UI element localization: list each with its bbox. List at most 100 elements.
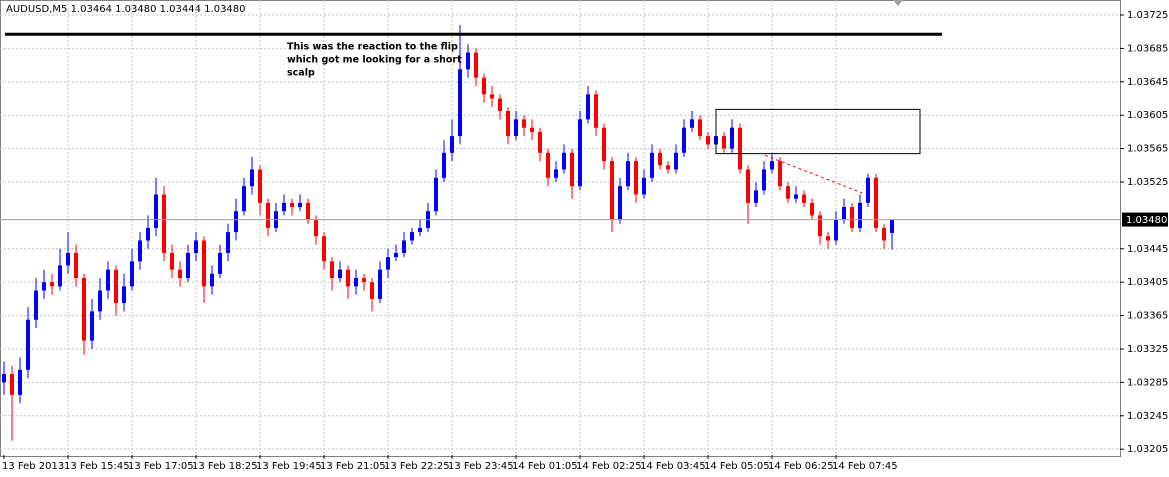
x-tick-label: 13 Feb 15:45: [64, 461, 130, 472]
candle-body: [874, 177, 878, 228]
candle-body: [610, 161, 614, 220]
candle-body: [170, 252, 174, 270]
candle-body: [818, 215, 822, 237]
candle-body: [698, 119, 702, 137]
candle-body: [858, 202, 862, 228]
candle-body: [282, 202, 286, 212]
candle-body: [810, 202, 814, 216]
candle-body: [298, 202, 302, 208]
candle-body: [746, 169, 750, 203]
candle-body: [130, 261, 134, 287]
candle-body: [314, 219, 318, 237]
candle-body: [410, 232, 414, 241]
candle-body: [890, 219, 894, 233]
y-tick-label: 1.03205: [1127, 444, 1168, 455]
candle-body: [138, 240, 142, 262]
candle-body: [34, 290, 38, 320]
candle-body: [354, 278, 358, 287]
candle-body: [242, 186, 246, 212]
candle-body: [58, 265, 62, 287]
x-tick-label: 14 Feb 02:25: [576, 461, 642, 472]
y-tick-label: 1.03285: [1127, 377, 1168, 388]
candle-body: [402, 240, 406, 253]
candle-body: [474, 52, 478, 78]
candle-body: [26, 319, 30, 370]
candle-body: [82, 278, 86, 341]
shift-marker: [893, 0, 903, 6]
plot-frame: [0, 0, 1121, 457]
candle-body: [562, 152, 566, 170]
candle-body: [90, 311, 94, 341]
x-tick-label: 14 Feb 05:05: [704, 461, 770, 472]
x-tick-label: 14 Feb 07:45: [832, 461, 898, 472]
candle-body: [162, 194, 166, 253]
candle-body: [458, 69, 462, 137]
candle-body: [722, 136, 726, 149]
annotation-text: scalp: [287, 68, 315, 79]
candle-body: [866, 177, 870, 203]
candle-body: [754, 190, 758, 203]
current-price-label: 1.03480: [1126, 215, 1167, 226]
candle-body: [450, 136, 454, 153]
candle-body: [594, 94, 598, 128]
candle-body: [50, 282, 54, 287]
candle-body: [146, 227, 150, 241]
candle-body: [338, 269, 342, 279]
candle-body: [290, 202, 294, 208]
candle-body: [10, 374, 14, 395]
axes: 1.03725 1.03685 1.03645 1.03605 1.03565 1.035…: [2, 10, 1168, 472]
x-tick-label: 14 Feb 03:45: [640, 461, 706, 472]
candle-body: [386, 257, 390, 270]
candle-body: [546, 152, 550, 178]
candle-body: [418, 227, 422, 233]
x-tick-label: 13 Feb 21:05: [320, 461, 386, 472]
candle-body: [466, 52, 470, 70]
annotation-text: This was the reaction to the flip: [287, 42, 458, 53]
candle-body: [826, 236, 830, 241]
candle-body: [194, 240, 198, 253]
candle-body: [42, 282, 46, 291]
y-tick-label: 1.03725: [1127, 10, 1168, 21]
trendline: [764, 154, 863, 194]
candle-body: [554, 169, 558, 178]
candle-body: [210, 273, 214, 287]
candle-body: [682, 127, 686, 153]
candle-body: [602, 127, 606, 162]
candle-body: [178, 269, 182, 279]
y-tick-label: 1.03445: [1127, 244, 1168, 255]
candle-body: [586, 94, 590, 120]
y-tick-label: 1.03605: [1127, 110, 1168, 121]
candle-body: [658, 152, 662, 166]
candle-body: [578, 119, 582, 187]
candle-body: [322, 236, 326, 262]
candle-body: [2, 374, 6, 383]
candle-body: [266, 202, 270, 228]
candle-body: [786, 186, 790, 199]
candle-body: [18, 369, 22, 395]
y-tick-label: 1.03525: [1127, 177, 1168, 188]
annotations: 1.03480 This was the reaction to the flip…: [0, 32, 1168, 227]
candle-body: [642, 177, 646, 195]
candle-body: [802, 194, 806, 203]
candle-body: [122, 286, 126, 304]
grid: [0, 0, 1120, 455]
candle-body: [778, 161, 782, 187]
candle-body: [234, 211, 238, 233]
candle-body: [842, 207, 846, 220]
x-tick-label: 14 Feb 01:05: [512, 461, 578, 472]
candle-body: [634, 161, 638, 195]
candle-body: [106, 269, 110, 291]
candle-body: [482, 77, 486, 95]
candle-body: [442, 152, 446, 178]
candle-body: [626, 161, 630, 187]
candle-body: [850, 207, 854, 228]
candle-body: [514, 119, 518, 137]
current-price-box: [1122, 212, 1168, 227]
candle-body: [674, 152, 678, 170]
candle-body: [706, 136, 710, 145]
candle-body: [770, 161, 774, 170]
candle-body: [794, 194, 798, 199]
candle-body: [762, 169, 766, 191]
